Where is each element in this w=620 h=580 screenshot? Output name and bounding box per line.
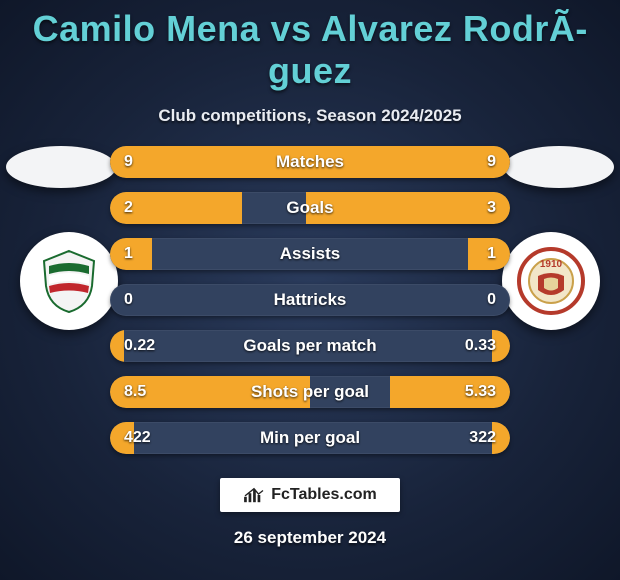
brand-badge[interactable]: FcTables.com	[220, 478, 400, 512]
stat-label: Assists	[110, 238, 510, 270]
stat-fill-left	[110, 146, 310, 178]
stat-value-right: 0	[487, 284, 496, 316]
crest-1910-icon: 1910	[516, 246, 586, 316]
stat-value-left: 0.22	[124, 330, 155, 362]
shield-flag-icon	[34, 246, 104, 316]
datestamp: 26 september 2024	[0, 528, 620, 548]
stat-label: Goals per match	[110, 330, 510, 362]
stat-row: Shots per goal8.55.33	[110, 376, 510, 408]
stat-fill-right	[468, 238, 510, 270]
comparison-arena: 1910 Matches99Goals23Assists11Hattricks0…	[0, 146, 620, 454]
stat-fill-right	[306, 192, 510, 224]
stat-fill-right	[492, 330, 510, 362]
stat-row: Hattricks0 0	[110, 284, 510, 316]
player-avatar-left	[6, 146, 116, 188]
comparison-title: Camilo Mena vs Alvarez RodrÃ­guez	[0, 0, 620, 92]
player-avatar-right	[504, 146, 614, 188]
stat-row: Min per goal422322	[110, 422, 510, 454]
stat-value-left: 0	[124, 284, 133, 316]
stat-fill-right	[492, 422, 510, 454]
stat-label: Hattricks	[110, 284, 510, 316]
bar-chart-icon	[243, 486, 265, 504]
stat-row: Goals per match0.220.33	[110, 330, 510, 362]
stat-row: Goals23	[110, 192, 510, 224]
stat-fill-left	[110, 238, 152, 270]
club-badge-right: 1910	[502, 232, 600, 330]
comparison-subtitle: Club competitions, Season 2024/2025	[0, 106, 620, 126]
club-badge-left	[20, 232, 118, 330]
stats-bar-list: Matches99 Goals23 Assists11 Hattricks0 0 Goal…	[110, 146, 510, 454]
stat-fill-right	[390, 376, 510, 408]
brand-label: FcTables.com	[271, 486, 377, 504]
stat-fill-left	[110, 422, 134, 454]
stat-fill-left	[110, 330, 124, 362]
svg-text:1910: 1910	[540, 259, 563, 270]
stat-row: Matches99	[110, 146, 510, 178]
stat-fill-left	[110, 192, 242, 224]
stat-row: Assists11	[110, 238, 510, 270]
stat-label: Min per goal	[110, 422, 510, 454]
stat-fill-right	[310, 146, 510, 178]
stat-fill-left	[110, 376, 310, 408]
